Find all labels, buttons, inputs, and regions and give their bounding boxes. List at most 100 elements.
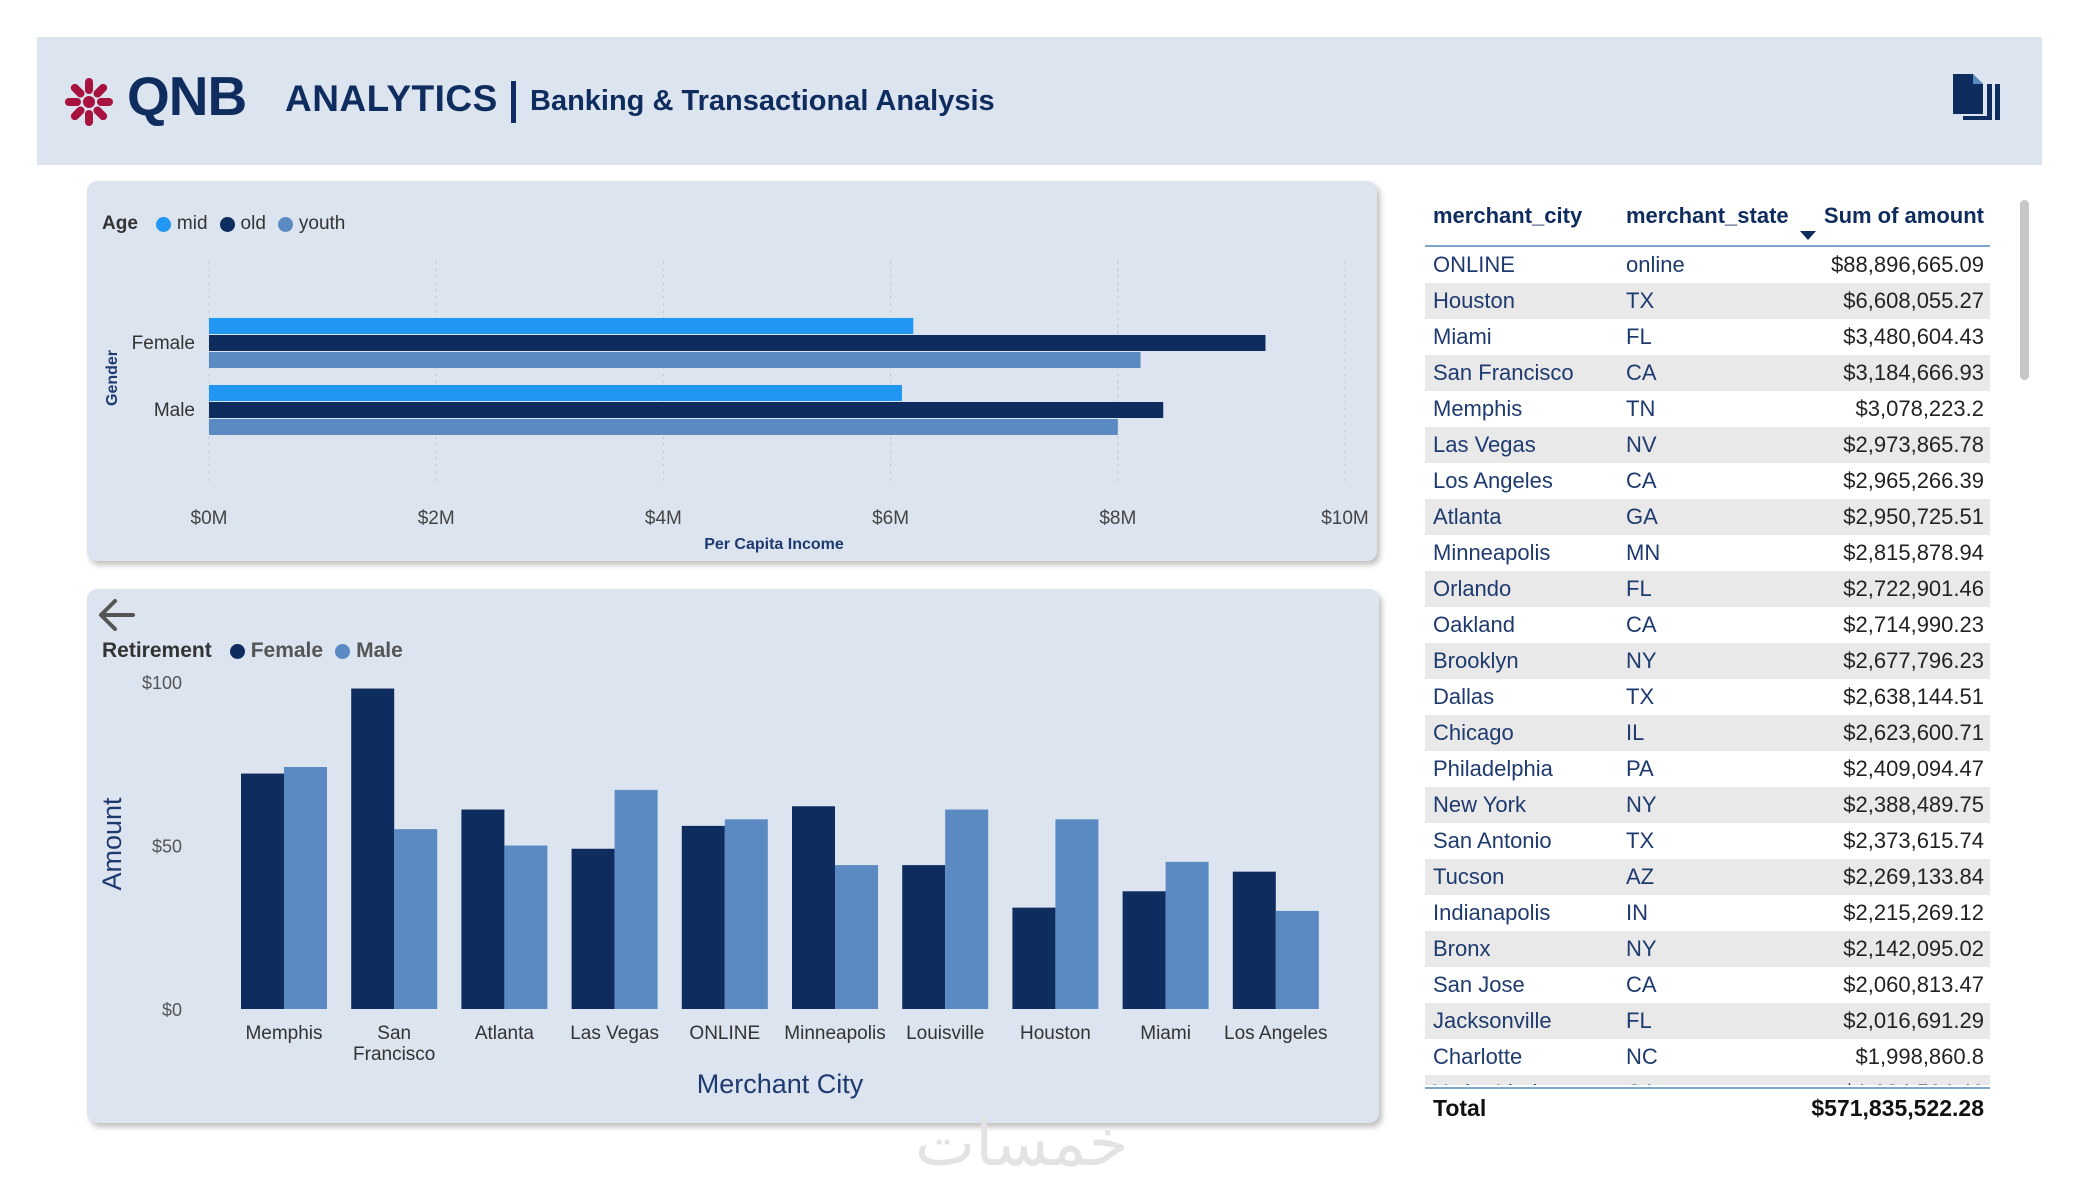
x-category-label: San Francisco: [353, 1023, 435, 1065]
back-arrow-icon[interactable]: [97, 597, 137, 633]
table-row[interactable]: San Francisco CA $3,184,666.93: [1425, 355, 1990, 391]
x-category-label: Las Vegas: [570, 1023, 659, 1044]
cell-city: Atlanta: [1433, 504, 1502, 529]
cell-city: San Jose: [1433, 972, 1525, 997]
bar-male-houston: [1055, 819, 1099, 1009]
table-row[interactable]: Las Vegas NV $2,973,865.78: [1425, 427, 1990, 463]
sort-descending-icon[interactable]: [1800, 231, 1816, 240]
x-category-label: Atlanta: [475, 1023, 535, 1044]
cell-city: Tucson: [1433, 864, 1505, 889]
x-tick-label: $10M: [1321, 508, 1369, 529]
cell-state: CA: [1626, 1080, 1657, 1085]
bar-male-louisville: [945, 809, 989, 1009]
table-row[interactable]: Miami FL $3,480,604.43: [1425, 319, 1990, 355]
qnb-logo-icon: [65, 78, 113, 126]
table-row[interactable]: Jacksonville FL $2,016,691.29: [1425, 1003, 1990, 1039]
legend-dot-mid: [155, 216, 171, 232]
y-axis-title: Gender: [104, 350, 121, 406]
x-category-label: Louisville: [906, 1023, 984, 1044]
bar-female-houston: [1012, 907, 1056, 1009]
x-category-label: Houston: [1020, 1023, 1091, 1044]
cell-city: Los Angeles: [1433, 468, 1553, 493]
cell-city: Bronx: [1433, 936, 1491, 961]
table-row[interactable]: Dallas TX $2,638,144.51: [1425, 679, 1990, 715]
x-tick-label: $2M: [418, 508, 455, 529]
x-category-label: Los Angeles: [1224, 1023, 1328, 1044]
table-row[interactable]: Indianapolis IN $2,215,269.12: [1425, 895, 1990, 931]
table-row[interactable]: San Antonio TX $2,373,615.74: [1425, 823, 1990, 859]
legend-label-youth[interactable]: youth: [298, 213, 346, 234]
legend-label-male[interactable]: Male: [356, 639, 403, 662]
x-tick-label: $4M: [645, 508, 682, 529]
table-row[interactable]: Los Angeles CA $2,965,266.39: [1425, 463, 1990, 499]
x-axis-title: Merchant City: [697, 1069, 864, 1099]
bar-old-male: [209, 402, 1164, 418]
table-row[interactable]: Tucson AZ $2,269,133.84: [1425, 859, 1990, 895]
cell-state: GA: [1626, 504, 1658, 529]
age-gender-chart-panel: Age mid old youth $0M $2M $4M $6M $8M $10M Per…: [87, 181, 1377, 561]
bar-male-san-francisco: [394, 829, 438, 1009]
cell-state: CA: [1626, 360, 1657, 385]
cell-amount: $2,677,796.23: [1843, 648, 1984, 673]
table-row[interactable]: Philadelphia PA $2,409,094.47: [1425, 751, 1990, 787]
logo-text: QNB: [127, 65, 247, 127]
legend-label-female[interactable]: Female: [250, 639, 324, 662]
table-row[interactable]: San Jose CA $2,060,813.47: [1425, 967, 1990, 1003]
table-body[interactable]: ONLINE online $88,896,665.09 Houston TX $6,60…: [1425, 247, 1990, 1085]
cell-state: NY: [1626, 936, 1657, 961]
column-header-amount[interactable]: Sum of amount: [1823, 203, 1984, 228]
cell-city: Miami: [1433, 324, 1492, 349]
cell-amount: $2,638,144.51: [1843, 684, 1984, 709]
table-row[interactable]: Orlando FL $2,722,901.46: [1425, 571, 1990, 607]
x-tick-label: $6M: [872, 508, 909, 529]
bar-male-las-vegas: [614, 789, 658, 1009]
cell-amount: $3,480,604.43: [1843, 324, 1984, 349]
table-row[interactable]: Chicago IL $2,623,600.71: [1425, 715, 1990, 751]
table-row[interactable]: Bronx NY $2,142,095.02: [1425, 931, 1990, 967]
column-header-state[interactable]: merchant_state: [1626, 203, 1789, 228]
table-row[interactable]: Charlotte NC $1,998,860.8: [1425, 1039, 1990, 1075]
cell-state: IN: [1626, 900, 1648, 925]
bar-female-memphis: [241, 773, 284, 1009]
table-row[interactable]: Minneapolis MN $2,815,878.94: [1425, 535, 1990, 571]
table-total-row: Total $571,835,522.28: [1425, 1087, 1990, 1129]
cell-city: Chicago: [1433, 720, 1514, 745]
cell-state: NY: [1626, 648, 1657, 673]
cell-state: NY: [1626, 792, 1657, 817]
y-tick-label: $100: [142, 673, 182, 693]
report-header: QNB ANALYTICS Banking & Transactional An…: [37, 37, 2042, 165]
bar-youth-female: [209, 352, 1141, 368]
cell-state: NC: [1626, 1044, 1658, 1069]
legend-label-mid[interactable]: mid: [176, 213, 208, 234]
cell-state: PA: [1626, 756, 1654, 781]
legend-label-old[interactable]: old: [240, 213, 266, 234]
table-row[interactable]: Yorba Linda CA $1,984,564.46: [1425, 1075, 1990, 1085]
y-category-label: Male: [154, 400, 195, 421]
cell-city: San Francisco: [1433, 360, 1574, 385]
table-row[interactable]: Houston TX $6,608,055.27: [1425, 283, 1990, 319]
cell-city: Orlando: [1433, 576, 1512, 601]
cell-state: AZ: [1626, 864, 1655, 889]
bar-youth-male: [209, 419, 1118, 435]
cell-state: CA: [1626, 612, 1657, 637]
bar-female-minneapolis: [792, 806, 835, 1009]
cell-amount: $2,409,094.47: [1843, 756, 1984, 781]
cell-amount: $2,714,990.23: [1843, 612, 1984, 637]
bar-female-louisville: [902, 865, 946, 1009]
column-header-city[interactable]: merchant_city: [1433, 203, 1583, 228]
table-scrollbar[interactable]: [2020, 200, 2029, 380]
table-row[interactable]: ONLINE online $88,896,665.09: [1425, 247, 1990, 283]
documents-icon[interactable]: [1949, 70, 2003, 124]
retirement-legend: Retirement Female Male: [102, 639, 403, 663]
table-row[interactable]: Brooklyn NY $2,677,796.23: [1425, 643, 1990, 679]
cell-state: FL: [1626, 324, 1652, 349]
cell-amount: $2,965,266.39: [1843, 468, 1984, 493]
bar-male-miami: [1165, 861, 1209, 1009]
table-row[interactable]: New York NY $2,388,489.75: [1425, 787, 1990, 823]
table-row[interactable]: Memphis TN $3,078,223.2: [1425, 391, 1990, 427]
cell-state: TN: [1626, 396, 1656, 421]
cell-amount: $2,373,615.74: [1843, 828, 1984, 853]
table-row[interactable]: Atlanta GA $2,950,725.51: [1425, 499, 1990, 535]
table-row[interactable]: Oakland CA $2,714,990.23: [1425, 607, 1990, 643]
cell-state: CA: [1626, 468, 1657, 493]
